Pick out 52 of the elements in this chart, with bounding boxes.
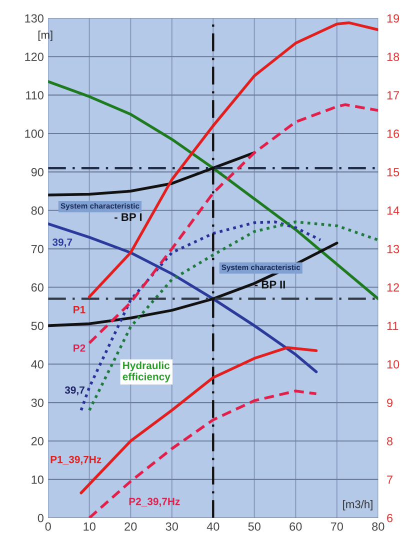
- x-tick-label: 30: [166, 522, 178, 531]
- series-label: P2_39,7Hz: [129, 498, 180, 507]
- series-label: P2: [74, 344, 86, 352]
- y-tick-label: 0: [38, 514, 44, 522]
- y-tick-label: 30: [31, 398, 44, 407]
- y-tick-label: 110: [26, 91, 44, 100]
- y2-tick-label: 9: [387, 398, 392, 407]
- y-tick-label: 80: [31, 206, 44, 215]
- y-tick-label: 50: [31, 322, 44, 330]
- y-tick-label: 60: [31, 283, 44, 292]
- y2-tick-label: 17: [387, 91, 400, 100]
- y2-tick-label: 16: [387, 130, 400, 138]
- annotation: - BP I: [114, 213, 142, 221]
- y-axis-title: [m]: [38, 30, 52, 42]
- y2-tick-label: 14: [387, 206, 400, 215]
- x-tick-label: 70: [330, 522, 343, 531]
- y2-tick-label: 12: [387, 283, 400, 292]
- x-tick-label: 60: [290, 522, 302, 531]
- series-label: P1_39,7Hz: [50, 456, 102, 465]
- x-tick-label: 10: [84, 522, 96, 531]
- line-series: [88, 220, 378, 412]
- y2-tick-label: 11: [387, 322, 398, 330]
- x-tick-label: 0: [45, 522, 51, 531]
- annotation: Hydraulic efficiency: [122, 362, 170, 382]
- y2-tick-label: 7: [387, 476, 392, 484]
- y-tick-label: 90: [31, 168, 44, 176]
- y-tick-label: 130: [25, 14, 44, 23]
- y-tick-label: 10: [32, 475, 44, 484]
- series-label: P1: [74, 306, 86, 314]
- y2-tick-label: 13: [387, 244, 400, 254]
- series-label: 39,7: [52, 238, 72, 248]
- y2-tick-label: 10: [387, 360, 400, 369]
- y-tick-label: 20: [31, 437, 44, 446]
- x-axis-title: [m3/h]: [343, 500, 372, 510]
- x-tick-label: 50: [248, 522, 260, 531]
- y-tick-label: 120: [25, 52, 44, 62]
- y-tick-label: 70: [31, 244, 44, 254]
- line-series: [88, 103, 378, 344]
- x-tick-label: 80: [372, 522, 384, 531]
- x-tick-label: 20: [124, 522, 137, 531]
- y2-tick-label: 15: [387, 168, 400, 176]
- annotation: - BP II: [254, 280, 285, 288]
- y2-tick-label: 6: [387, 514, 393, 522]
- y2-tick-label: 19: [387, 14, 400, 23]
- y2-tick-label: 18: [387, 52, 400, 62]
- x-tick-label: 40: [206, 522, 220, 531]
- y-tick-label: 100: [25, 130, 44, 138]
- y-tick-label: 40: [31, 360, 44, 369]
- y2-tick-label: 8: [386, 437, 393, 446]
- series-label: 39,7: [64, 386, 84, 396]
- line-series: [88, 21, 378, 298]
- line-series: [48, 80, 378, 300]
